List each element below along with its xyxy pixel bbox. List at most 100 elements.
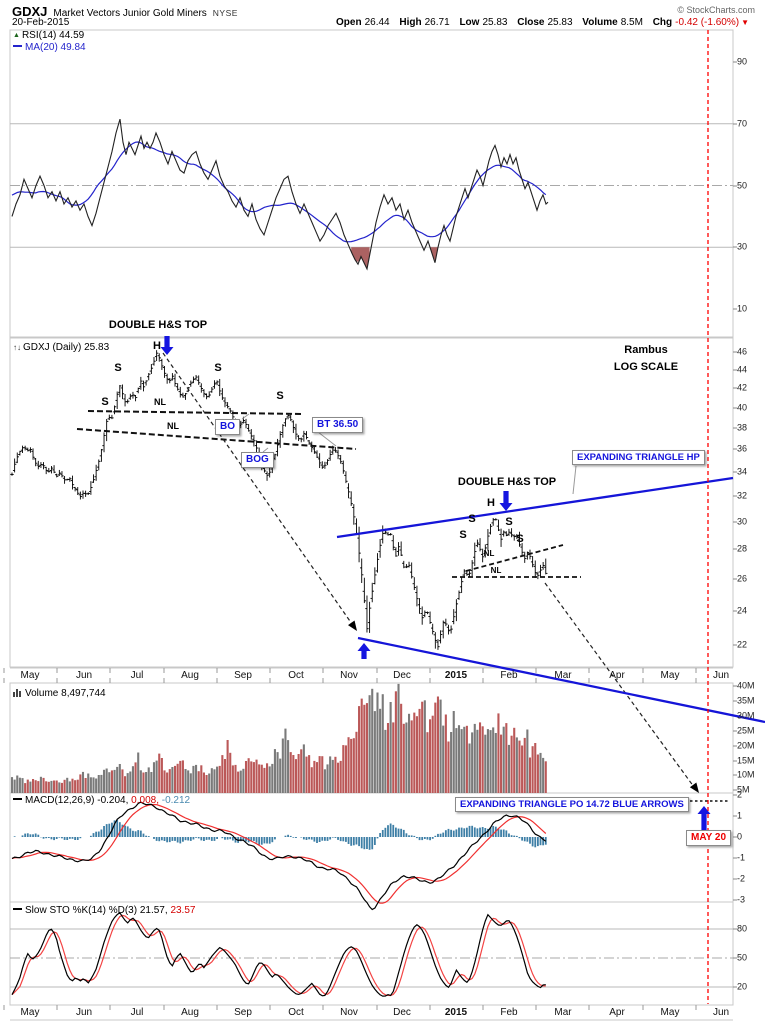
ma-line-icon — [13, 45, 22, 47]
annotation-text: S — [468, 513, 476, 525]
macd-legend: MACD(12,26,9) -0.204, 0.008, -0.212 — [13, 796, 190, 806]
month-label: Sep — [234, 670, 252, 681]
volume-label: Volume — [582, 17, 618, 28]
annotation-text: NL — [490, 566, 502, 575]
month-label: May — [20, 1007, 40, 1018]
axis-label: 20 — [737, 981, 748, 992]
rsi-indicator-icon: ▲ — [13, 32, 20, 39]
axis-label: 2 — [737, 789, 743, 800]
stockcharts-credit: © StockCharts.com — [677, 5, 755, 15]
axis-label: 42 — [737, 382, 748, 393]
high-label: High — [399, 17, 422, 28]
month-label: Mar — [554, 1007, 572, 1018]
open-value: 26.44 — [364, 17, 390, 28]
low-label: Low — [459, 17, 480, 28]
axis-label: 24 — [737, 605, 748, 616]
month-label: 2015 — [444, 670, 468, 681]
may-20-callout: MAY 20 — [686, 830, 732, 846]
month-label: Nov — [340, 1007, 358, 1018]
axis-label: 44 — [737, 364, 748, 375]
axis-label: 0 — [737, 831, 743, 842]
month-label: 2015 — [444, 1007, 468, 1018]
axis-label: 90 — [737, 56, 748, 67]
axis-label: 22 — [737, 639, 748, 650]
axis-label: 10M — [737, 769, 755, 780]
chart-header: GDXJ Market Vectors Junior Gold Miners NYS… — [12, 3, 238, 21]
axis-label: 50 — [737, 180, 748, 191]
bt-callout: BT 36.50 — [312, 417, 364, 433]
macd-line-icon — [13, 798, 22, 800]
low-value: 25.83 — [482, 17, 508, 28]
axis-label: -1 — [737, 852, 746, 863]
month-label: Nov — [340, 670, 358, 681]
annotation-text: S — [505, 516, 513, 528]
chg-label: Chg — [652, 17, 673, 28]
annotation-text: NL — [167, 421, 179, 431]
chart-date: 20-Feb-2015 — [12, 17, 70, 28]
axis-label: 10 — [737, 303, 748, 314]
axis-label: 36 — [737, 443, 748, 454]
month-label: Jun — [75, 670, 93, 681]
annotation-text: NL — [483, 549, 495, 558]
axis-label: 28 — [737, 543, 748, 554]
axis-label: 15M — [737, 755, 755, 766]
ticker-name: Market Vectors Junior Gold Miners — [53, 8, 207, 19]
annotation-text: NL — [154, 397, 166, 407]
axis-label: 40 — [737, 402, 748, 413]
open-label: Open — [336, 17, 362, 28]
annotation-text: DOUBLE H&S TOP — [108, 319, 208, 331]
axis-label: 70 — [737, 118, 748, 129]
chg-down-triangle-icon: ▼ — [741, 18, 749, 27]
annotation-text: S — [101, 396, 109, 408]
annotation-text: S — [516, 533, 524, 545]
month-label: Aug — [181, 670, 199, 681]
axis-label: -2 — [737, 873, 746, 884]
month-label: Jun — [712, 1007, 730, 1018]
month-label: May — [20, 670, 40, 681]
axis-label: -3 — [737, 894, 746, 905]
axis-label: 46 — [737, 346, 748, 357]
month-label: Feb — [500, 1007, 518, 1018]
month-label: May — [660, 1007, 680, 1018]
high-value: 26.71 — [424, 17, 450, 28]
axis-label: 34 — [737, 466, 748, 477]
rsi-ma-legend: MA(20) 49.84 — [13, 43, 86, 53]
month-label: Apr — [609, 1007, 625, 1018]
axis-label: 20M — [737, 740, 755, 751]
month-label: Feb — [500, 670, 518, 681]
annotation-text: S — [214, 362, 222, 374]
axis-label: 80 — [737, 923, 748, 934]
annotation-text: LOG SCALE — [613, 361, 679, 373]
ticker-symbol: GDXJ — [12, 4, 48, 19]
month-label: Dec — [393, 670, 411, 681]
axis-label: 5M — [737, 784, 750, 795]
annotation-text: DOUBLE H&S TOP — [457, 476, 557, 488]
price-legend: ↑↓ GDXJ (Daily) 25.83 — [13, 342, 110, 353]
month-label: May — [660, 670, 680, 681]
close-label: Close — [517, 17, 545, 28]
expanding-triangle-hp-callout: EXPANDING TRIANGLE HP — [572, 450, 705, 466]
annotation-text: H — [153, 340, 161, 352]
annotation-text: H — [487, 497, 495, 509]
bo-callout: BO — [215, 419, 240, 435]
annotation-text: S — [114, 362, 122, 374]
exchange-label: NYSE — [212, 8, 238, 18]
annotation-text: S — [276, 390, 284, 402]
updown-arrows-icon: ↑↓ — [13, 343, 21, 352]
volume-value: 8.5M — [620, 17, 643, 28]
annotation-text: S — [459, 529, 467, 541]
month-label: Dec — [393, 1007, 411, 1018]
month-label: Aug — [181, 1007, 199, 1018]
month-label: Jun — [75, 1007, 93, 1018]
axis-label: 1 — [737, 810, 743, 821]
axis-label: 25M — [737, 725, 755, 736]
axis-label: 26 — [737, 573, 748, 584]
annotation-text: Rambus — [624, 344, 668, 356]
axis-label: 30M — [737, 710, 755, 721]
chg-value: -0.42 (-1.60%) — [675, 17, 740, 28]
bog-callout: BOG — [241, 452, 274, 468]
quote-strip: Open 26.44 High 26.71 Low 25.83 Close 25.83 … — [329, 17, 749, 28]
axis-label: 30 — [737, 241, 748, 252]
rsi-legend: ▲ RSI(14) 44.59 — [13, 30, 85, 41]
month-label: Jun — [712, 670, 730, 681]
